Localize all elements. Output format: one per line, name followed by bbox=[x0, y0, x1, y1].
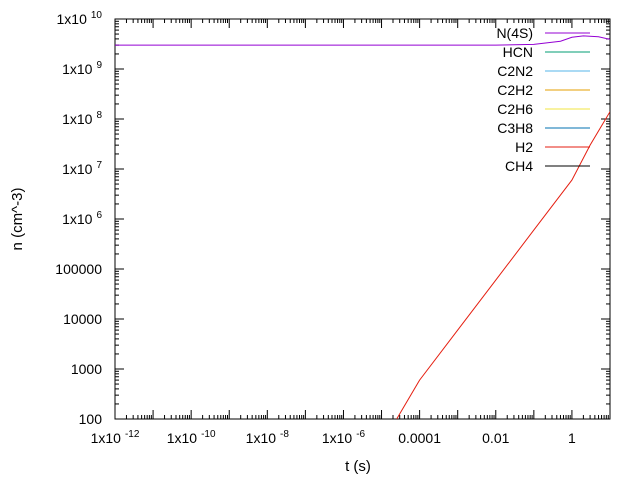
y-tick-label: 1x10 9 bbox=[62, 60, 102, 77]
series-line-n-4s- bbox=[115, 35, 610, 46]
series-line-h2 bbox=[396, 111, 610, 419]
y-tick-label: 100 bbox=[79, 411, 103, 427]
tick-marks bbox=[114, 18, 611, 420]
legend-label: C2H6 bbox=[497, 101, 533, 117]
y-axis-title: n (cm^-3) bbox=[9, 188, 26, 251]
y-tick-label: 1x10 10 bbox=[57, 10, 103, 27]
x-tick-label: 1x10 -12 bbox=[91, 429, 140, 446]
y-tick-label: 1x10 8 bbox=[62, 110, 102, 127]
legend-label: C3H8 bbox=[497, 120, 533, 136]
legend-label: C2H2 bbox=[497, 82, 533, 98]
x-tick-label: 1x10 -8 bbox=[246, 429, 290, 446]
y-tick-label: 1x10 6 bbox=[62, 210, 102, 227]
legend-label: CH4 bbox=[505, 158, 533, 174]
legend-label: C2N2 bbox=[497, 63, 533, 79]
y-tick-label: 100000 bbox=[55, 261, 102, 277]
x-tick-label: 1 bbox=[568, 430, 576, 446]
x-tick-label: 0.0001 bbox=[398, 430, 441, 446]
legend-label: HCN bbox=[503, 44, 533, 60]
y-tick-label: 1x10 7 bbox=[62, 160, 102, 177]
x-tick-label: 1x10 -10 bbox=[167, 429, 216, 446]
legend: N(4S) HCN C2N2 C2H2 C2H6 C3H8 H2 CH4 bbox=[496, 25, 590, 174]
series-lines bbox=[115, 35, 610, 419]
x-tick-labels: 1x10 -12 1x10 -10 1x10 -8 1x10 -6 0.0001 0.01 1 bbox=[91, 429, 576, 446]
plot-frame bbox=[114, 18, 611, 420]
y-tick-label: 10000 bbox=[63, 311, 102, 327]
y-tick-labels: 100 1000 10000 100000 1x10 6 1x10 7 1x10 8 1x10 9 1x… bbox=[55, 10, 102, 427]
x-tick-label: 1x10 -6 bbox=[322, 429, 366, 446]
x-axis-title: t (s) bbox=[345, 458, 371, 475]
x-tick-label: 0.01 bbox=[482, 430, 509, 446]
y-tick-label: 1000 bbox=[71, 361, 102, 377]
legend-label: H2 bbox=[515, 139, 533, 155]
legend-label: N(4S) bbox=[496, 25, 533, 41]
